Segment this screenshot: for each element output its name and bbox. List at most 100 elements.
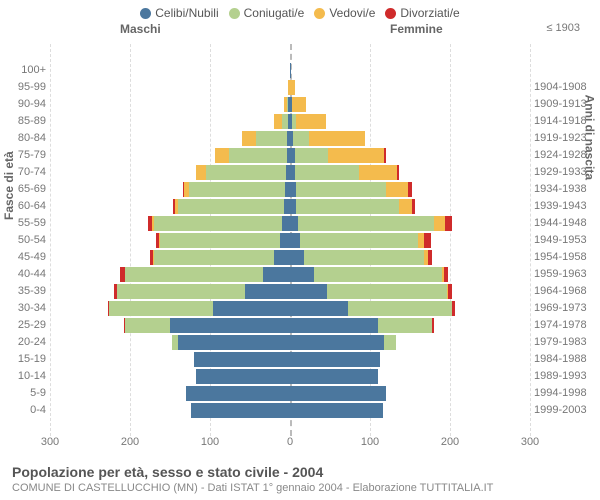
bar-female [290, 284, 452, 299]
bar-seg [304, 250, 424, 265]
legend: Celibi/NubiliConiugati/eVedovi/eDivorzia… [0, 0, 600, 20]
bar-seg [178, 199, 284, 214]
pyramid-row: 85-891914-1918 [50, 113, 530, 130]
bar-male [150, 250, 290, 265]
age-label: 75-79 [2, 147, 46, 164]
bar-seg [242, 131, 256, 146]
bar-seg [327, 284, 447, 299]
legend-item: Coniugati/e [229, 6, 305, 20]
label-maschi: Maschi [120, 22, 161, 36]
chart-container: Celibi/NubiliConiugati/eVedovi/eDivorzia… [0, 0, 600, 500]
bar-seg [153, 250, 154, 265]
year-label: 1999-2003 [534, 402, 598, 419]
bar-seg [184, 182, 189, 197]
x-tick: 0 [287, 436, 293, 448]
bar-seg [293, 131, 309, 146]
footer-sub: COMUNE DI CASTELLUCCHIO (MN) - Dati ISTA… [12, 482, 588, 494]
bar-seg [290, 352, 380, 367]
pyramid-row: 45-491954-1958 [50, 249, 530, 266]
pyramid-row: 35-391964-1968 [50, 283, 530, 300]
bar-male [242, 131, 290, 146]
bar-seg [120, 267, 125, 282]
age-label: 15-19 [2, 351, 46, 368]
bar-seg [448, 284, 451, 299]
pyramid-row: 50-541949-1953 [50, 232, 530, 249]
bar-seg [114, 284, 117, 299]
bar-seg [263, 267, 290, 282]
label-year-head: ≤ 1903 [546, 22, 580, 34]
bar-seg [328, 148, 384, 163]
bar-male [191, 403, 290, 418]
bar-female [290, 63, 291, 78]
bar-seg [274, 114, 282, 129]
pyramid-row: 40-441959-1963 [50, 266, 530, 283]
year-label: 1989-1993 [534, 368, 598, 385]
bar-seg [432, 318, 434, 333]
bar-seg [117, 284, 245, 299]
bar-seg [397, 165, 399, 180]
bar-seg [282, 216, 290, 231]
bar-seg [109, 301, 213, 316]
age-label: 40-44 [2, 266, 46, 283]
bar-seg [295, 148, 329, 163]
bar-seg [282, 114, 288, 129]
year-label: 1994-1998 [534, 385, 598, 402]
bar-male [120, 267, 290, 282]
bar-seg [290, 63, 291, 78]
x-tick: 300 [521, 436, 539, 448]
footer: Popolazione per età, sesso e stato civil… [12, 464, 588, 494]
bar-male [124, 318, 290, 333]
bar-seg [125, 267, 263, 282]
bar-male [108, 301, 290, 316]
bar-seg [290, 250, 304, 265]
bar-seg [296, 182, 386, 197]
age-label: 55-59 [2, 215, 46, 232]
bar-seg [290, 386, 386, 401]
bar-seg [256, 131, 286, 146]
bar-male [196, 165, 290, 180]
bar-female [290, 80, 295, 95]
year-label: 1954-1958 [534, 249, 598, 266]
age-label: 35-39 [2, 283, 46, 300]
bar-seg [290, 369, 378, 384]
year-label: 1974-1978 [534, 317, 598, 334]
bar-seg [290, 216, 298, 231]
bar-seg [215, 148, 229, 163]
age-label: 80-84 [2, 130, 46, 147]
bar-seg [384, 335, 395, 350]
bar-seg [412, 199, 415, 214]
bar-male [114, 284, 290, 299]
age-label: 95-99 [2, 79, 46, 96]
pyramid-row: 55-591944-1948 [50, 215, 530, 232]
bar-seg [452, 301, 455, 316]
pyramid-row: 30-341969-1973 [50, 300, 530, 317]
bar-male [148, 216, 290, 231]
pyramid-row: 100+ [50, 62, 530, 79]
bar-female [290, 403, 383, 418]
age-label: 50-54 [2, 232, 46, 249]
bar-seg [154, 250, 274, 265]
bar-female [290, 114, 326, 129]
legend-swatch [314, 8, 325, 19]
year-label: 1964-1968 [534, 283, 598, 300]
bar-female [290, 148, 386, 163]
pyramid-row: 65-691934-1938 [50, 181, 530, 198]
pyramid-row: 25-291974-1978 [50, 317, 530, 334]
bar-seg [445, 216, 451, 231]
year-label: 1914-1918 [534, 113, 598, 130]
bar-female [290, 165, 399, 180]
x-tick: 200 [441, 436, 459, 448]
bar-male [215, 148, 290, 163]
pyramid-row: 20-241979-1983 [50, 334, 530, 351]
year-label: 1944-1948 [534, 215, 598, 232]
bar-male [173, 199, 290, 214]
bar-seg [156, 233, 159, 248]
bar-seg [296, 199, 398, 214]
year-label: 1959-1963 [534, 266, 598, 283]
bar-seg [359, 165, 397, 180]
bar-seg [160, 233, 280, 248]
bar-seg [173, 199, 175, 214]
year-label: 1929-1933 [534, 164, 598, 181]
bar-seg [213, 301, 290, 316]
bar-seg [295, 165, 359, 180]
